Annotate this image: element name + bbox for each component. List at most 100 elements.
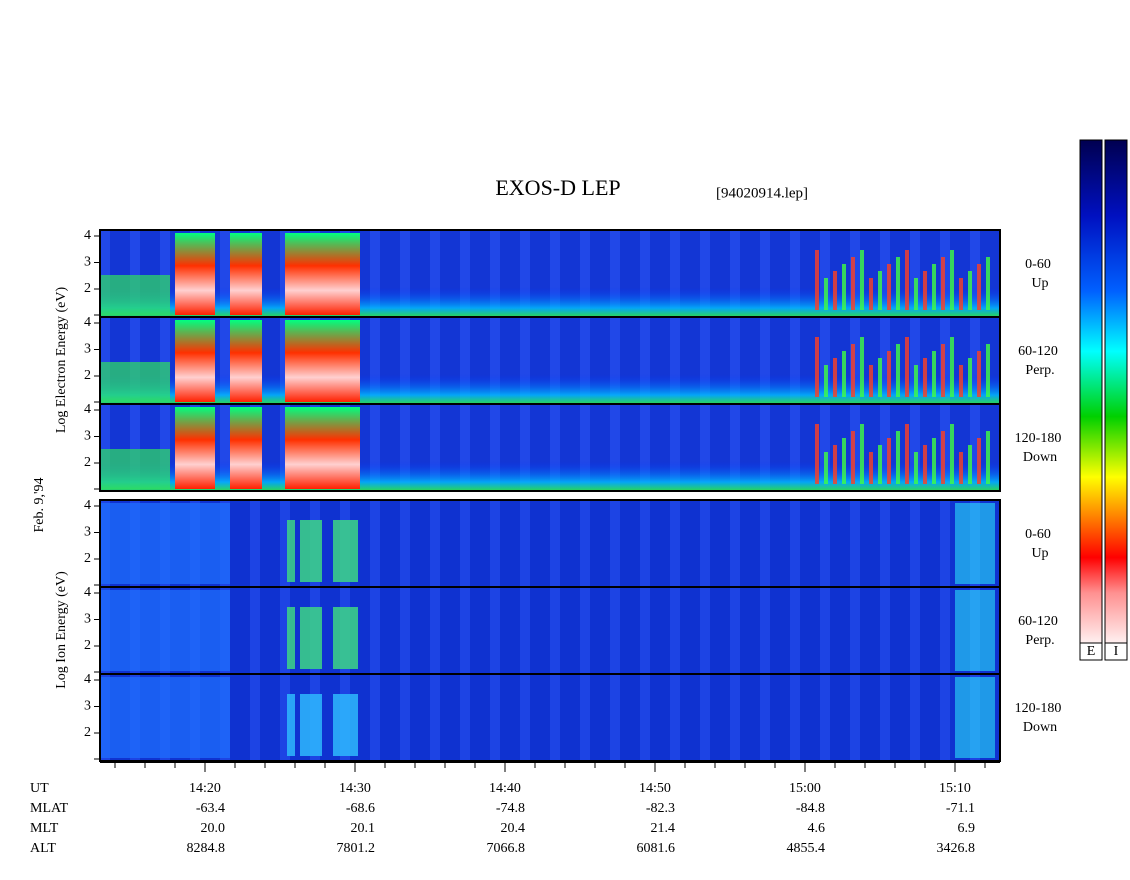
texture	[580, 674, 590, 761]
texture	[760, 674, 770, 761]
texture	[800, 587, 810, 674]
burst	[977, 264, 981, 310]
texture	[780, 674, 790, 761]
texture	[570, 587, 580, 674]
texture	[130, 230, 140, 317]
orbit-value: -82.3	[646, 801, 675, 816]
texture	[250, 674, 260, 761]
texture	[260, 317, 270, 404]
burst	[824, 278, 828, 310]
x-tick-label: 14:20	[189, 781, 221, 796]
hot-region	[100, 362, 170, 402]
ion-region	[300, 694, 322, 756]
texture	[480, 317, 490, 404]
texture	[380, 230, 390, 317]
row-label: UT	[30, 781, 49, 796]
burst	[968, 358, 972, 397]
texture	[240, 500, 250, 587]
texture	[610, 674, 620, 761]
y-tick-label: 3	[84, 525, 91, 540]
texture	[270, 230, 280, 317]
texture	[490, 230, 500, 317]
y-tick-label: 3	[84, 699, 91, 714]
texture	[680, 230, 690, 317]
texture	[880, 317, 890, 404]
burst	[986, 431, 990, 484]
texture	[510, 500, 520, 587]
texture	[380, 500, 390, 587]
texture	[960, 230, 970, 317]
texture	[990, 404, 1000, 491]
texture	[420, 230, 430, 317]
texture	[370, 230, 380, 317]
hot-region	[285, 233, 325, 315]
hot-region	[285, 320, 325, 402]
texture	[450, 230, 460, 317]
texture	[940, 674, 950, 761]
burst	[851, 344, 855, 397]
hot-region	[325, 320, 360, 402]
hot-region	[175, 407, 215, 489]
texture	[820, 500, 830, 587]
texture	[490, 500, 500, 587]
panels: 4 3 2 0-60 Up 4 3 2 60-120 Perp. 4 3 2 120-180 Down 4 3 2…	[84, 228, 1062, 762]
texture	[650, 317, 660, 404]
texture	[160, 230, 170, 317]
texture	[490, 404, 500, 491]
texture	[860, 404, 870, 491]
y-tick-label: 2	[84, 551, 91, 566]
hot-region	[285, 407, 325, 489]
file-label: [94020914.lep]	[716, 185, 808, 201]
texture	[650, 404, 660, 491]
texture	[780, 230, 790, 317]
angle-label: 120-180	[1015, 701, 1062, 716]
texture	[470, 587, 480, 674]
hot-region	[230, 233, 262, 315]
burst	[860, 337, 864, 397]
direction-label: Up	[1031, 276, 1048, 291]
texture	[630, 404, 640, 491]
texture	[710, 404, 720, 491]
direction-label: Perp.	[1025, 363, 1054, 378]
texture	[730, 230, 740, 317]
texture	[780, 317, 790, 404]
texture	[660, 674, 670, 761]
texture	[390, 317, 400, 404]
texture	[410, 230, 420, 317]
texture	[540, 587, 550, 674]
texture	[750, 404, 760, 491]
texture	[830, 587, 840, 674]
texture	[730, 317, 740, 404]
burst	[833, 271, 837, 310]
texture	[910, 587, 920, 674]
texture	[820, 317, 830, 404]
texture	[680, 587, 690, 674]
texture	[840, 674, 850, 761]
texture	[640, 404, 650, 491]
texture	[710, 587, 720, 674]
texture	[610, 587, 620, 674]
texture	[900, 587, 910, 674]
texture	[500, 230, 510, 317]
texture	[280, 500, 290, 587]
texture	[220, 230, 230, 317]
texture	[460, 317, 470, 404]
burst	[878, 445, 882, 484]
ion-region	[955, 677, 995, 758]
texture	[320, 587, 330, 674]
texture	[410, 674, 420, 761]
texture	[870, 500, 880, 587]
texture	[410, 500, 420, 587]
texture	[360, 317, 370, 404]
texture	[790, 317, 800, 404]
texture	[380, 404, 390, 491]
texture	[530, 674, 540, 761]
texture	[510, 587, 520, 674]
texture	[690, 317, 700, 404]
texture	[560, 587, 570, 674]
texture	[430, 317, 440, 404]
texture	[230, 500, 240, 587]
texture	[700, 230, 710, 317]
texture	[770, 230, 780, 317]
texture	[480, 674, 490, 761]
